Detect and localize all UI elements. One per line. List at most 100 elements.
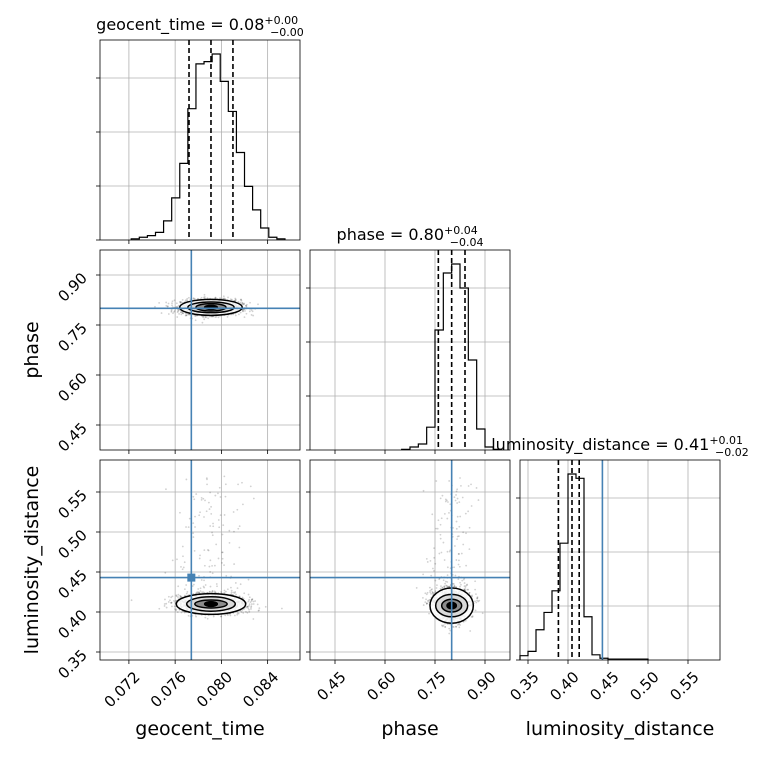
- sample-point: [225, 574, 228, 577]
- sample-point: [471, 594, 473, 597]
- sample-point: [431, 513, 434, 516]
- sample-point: [238, 595, 241, 598]
- sample-point: [458, 626, 461, 629]
- sample-point: [446, 581, 449, 583]
- sample-point: [223, 514, 226, 516]
- sample-point: [171, 605, 173, 608]
- sample-point: [175, 608, 178, 611]
- sample-point: [165, 301, 168, 304]
- sample-point: [464, 589, 467, 592]
- sample-point: [214, 297, 217, 299]
- sample-point: [463, 582, 466, 584]
- y-tick-label: 0.40: [54, 606, 90, 642]
- sample-point: [233, 299, 236, 302]
- sample-point: [457, 535, 460, 537]
- sample-point: [248, 603, 251, 606]
- sample-point: [248, 610, 251, 613]
- grid: [310, 250, 510, 450]
- sample-point: [240, 611, 243, 613]
- sample-point: [198, 592, 200, 594]
- sample-point: [207, 317, 210, 320]
- sample-point: [252, 603, 255, 605]
- sample-point: [252, 497, 255, 500]
- x-tick-label: 0.35: [506, 668, 542, 704]
- sample-point: [188, 313, 191, 316]
- sample-point: [456, 623, 459, 626]
- sample-point: [236, 508, 239, 511]
- sample-point: [459, 515, 462, 518]
- sample-point: [211, 534, 214, 537]
- sample-point: [439, 533, 442, 536]
- sample-point: [181, 312, 184, 314]
- sample-point: [415, 587, 418, 589]
- sample-point: [247, 578, 250, 581]
- sample-point: [203, 586, 206, 589]
- sample-point: [175, 594, 178, 597]
- sample-point: [203, 516, 205, 518]
- sample-point: [256, 603, 259, 606]
- sample-point: [179, 595, 182, 598]
- sample-point: [249, 485, 252, 488]
- sample-point: [247, 607, 250, 610]
- sample-point: [185, 592, 188, 595]
- sample-point: [182, 312, 185, 315]
- sample-point: [234, 297, 237, 300]
- y-tick-label: 0.75: [54, 319, 90, 355]
- sample-point: [226, 613, 229, 616]
- density-contour: [203, 600, 219, 608]
- sample-point: [184, 314, 187, 317]
- sample-point: [172, 312, 174, 315]
- sample-point: [444, 580, 447, 583]
- sample-point: [204, 315, 207, 318]
- sample-point: [446, 574, 449, 577]
- sample-point: [242, 310, 244, 312]
- sample-point: [227, 614, 229, 616]
- sample-point: [219, 496, 222, 498]
- sample-point: [203, 296, 205, 299]
- sample-point: [200, 498, 203, 501]
- sample-point: [243, 316, 246, 319]
- axes-frame: [99, 459, 301, 661]
- sample-point: [264, 605, 267, 608]
- histogram-bar: [212, 54, 220, 240]
- sample-point: [204, 584, 207, 586]
- sample-point: [188, 517, 191, 520]
- sample-point: [170, 308, 173, 311]
- sample-point: [229, 614, 232, 617]
- sample-point: [173, 605, 176, 608]
- sample-point: [422, 604, 425, 606]
- histogram-geocent_time: [130, 53, 286, 240]
- sample-point: [457, 563, 460, 566]
- sample-point: [426, 561, 429, 563]
- sample-point: [177, 585, 180, 588]
- sample-point: [456, 515, 459, 518]
- sample-point: [191, 585, 194, 587]
- sample-point: [214, 296, 217, 299]
- sample-point: [192, 522, 195, 525]
- sample-point: [173, 299, 176, 302]
- sample-point: [187, 313, 189, 316]
- sample-point: [215, 583, 218, 585]
- x-tick-label: 0.55: [666, 668, 702, 704]
- sample-point: [192, 297, 195, 300]
- sample-point: [467, 485, 470, 487]
- sample-point: [181, 568, 184, 571]
- sample-point: [176, 558, 178, 561]
- histogram-bar: [592, 655, 600, 660]
- sample-point: [465, 584, 468, 587]
- sample-point: [211, 564, 213, 567]
- sample-point: [221, 551, 224, 554]
- sample-point: [230, 589, 233, 592]
- sample-point: [246, 605, 249, 608]
- sample-point: [202, 585, 205, 588]
- sample-point: [230, 586, 232, 589]
- sample-point: [235, 593, 237, 596]
- sample-point: [175, 595, 178, 598]
- sample-point: [252, 314, 255, 317]
- sample-point: [199, 590, 202, 592]
- sample-point: [470, 505, 473, 507]
- sample-point: [181, 298, 184, 301]
- sample-point: [198, 557, 201, 560]
- sample-point: [209, 525, 212, 527]
- sample-point: [185, 299, 187, 301]
